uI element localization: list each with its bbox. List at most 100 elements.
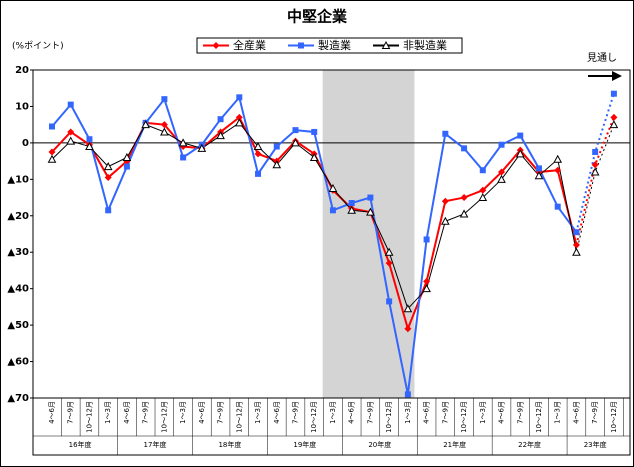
y-tick-label: ▲30: [7, 247, 29, 258]
marker: [311, 128, 318, 135]
marker: [216, 131, 225, 140]
marker: [554, 203, 561, 210]
marker: [347, 205, 357, 214]
x-tick-label: 1～3月: [104, 401, 112, 424]
marker: [180, 154, 187, 161]
marker: [572, 247, 581, 256]
marker: [440, 216, 450, 225]
x-tick-label: 10～12月: [535, 401, 543, 433]
y-tick-label: ▲50: [7, 320, 29, 331]
x-tick-label: 4～6月: [198, 401, 206, 424]
marker: [48, 148, 56, 156]
legend-marker: [381, 40, 391, 49]
x-tick-label: 1～3月: [554, 401, 562, 424]
marker: [610, 113, 618, 121]
marker: [292, 127, 299, 134]
x-tick-label: 1～3月: [179, 401, 187, 424]
year-label: 19年度: [293, 440, 316, 449]
marker: [592, 149, 599, 155]
x-tick-label: 10～12月: [610, 401, 618, 433]
marker: [141, 120, 150, 129]
x-tick-label: 7～9月: [142, 401, 150, 424]
legend-label: 製造業: [318, 38, 351, 52]
marker: [497, 174, 506, 183]
marker: [235, 113, 243, 121]
marker: [253, 141, 263, 151]
x-tick-label: 10～12月: [310, 401, 318, 433]
marker: [517, 132, 524, 139]
x-tick-label: 7～9月: [366, 401, 374, 424]
x-tick-label: 7～9月: [217, 401, 225, 424]
marker: [66, 136, 76, 145]
x-tick-label: 1～3月: [479, 401, 487, 424]
marker: [535, 165, 542, 172]
marker: [67, 101, 74, 108]
x-tick-label: 4～6月: [498, 401, 506, 424]
marker: [104, 174, 112, 182]
forecast-line: [575, 117, 615, 246]
y-axis-label: (%ポイント): [12, 41, 64, 52]
y-tick-label: 20: [15, 65, 29, 76]
y-tick-label: ▲70: [7, 393, 29, 404]
marker: [554, 166, 562, 174]
marker: [105, 207, 112, 214]
x-tick-label: 1～3月: [329, 401, 337, 424]
marker: [255, 170, 262, 177]
marker: [85, 141, 94, 151]
x-tick-label: 10～12月: [160, 401, 168, 433]
x-tick-label: 10～12月: [385, 401, 393, 433]
x-tick-label: 4～6月: [123, 401, 131, 424]
x-label-area: [32, 397, 631, 456]
marker: [348, 200, 355, 207]
marker: [47, 154, 57, 163]
annotation: 見通し: [587, 52, 617, 64]
marker: [610, 90, 617, 97]
marker: [572, 241, 580, 249]
x-tick-label: 7～9月: [291, 401, 299, 424]
legend-marker: [298, 42, 304, 49]
marker: [479, 167, 486, 174]
x-tick-label: 1～3月: [254, 401, 262, 424]
marker: [273, 143, 280, 150]
marker: [161, 96, 168, 103]
x-tick-label: 4～6月: [48, 401, 56, 424]
marker: [459, 209, 469, 218]
marker: [498, 141, 505, 148]
x-tick-label: 4～6月: [572, 401, 580, 424]
legend-box: [196, 37, 463, 54]
marker: [386, 298, 393, 305]
year-label: 20年度: [368, 440, 391, 449]
marker: [423, 236, 430, 243]
marker: [366, 207, 375, 216]
marker: [461, 145, 468, 152]
year-label: 22年度: [518, 440, 541, 449]
marker: [160, 127, 169, 136]
y-tick-label: ▲10: [7, 174, 29, 185]
marker: [328, 183, 338, 192]
shaded-period: [322, 70, 415, 398]
marker: [384, 247, 394, 256]
legend-marker: [212, 42, 220, 49]
marker: [442, 130, 449, 137]
marker: [573, 229, 580, 236]
chart-title: 中堅企業: [287, 8, 348, 26]
x-tick-label: 4～6月: [273, 401, 281, 424]
marker: [254, 150, 262, 158]
legend-label: 全産業: [233, 38, 266, 52]
year-label: 16年度: [69, 440, 92, 449]
marker: [272, 160, 282, 169]
marker: [404, 325, 412, 333]
marker: [67, 128, 75, 136]
marker: [309, 152, 319, 161]
x-tick-label: 10～12月: [85, 401, 93, 433]
y-tick-label: ▲40: [7, 284, 29, 295]
marker: [498, 168, 506, 176]
marker: [609, 120, 619, 129]
y-tick-label: 10: [15, 101, 29, 112]
marker: [478, 193, 488, 202]
marker: [160, 121, 168, 129]
arrow-head: [612, 71, 622, 81]
marker: [591, 161, 599, 169]
marker: [234, 118, 244, 127]
